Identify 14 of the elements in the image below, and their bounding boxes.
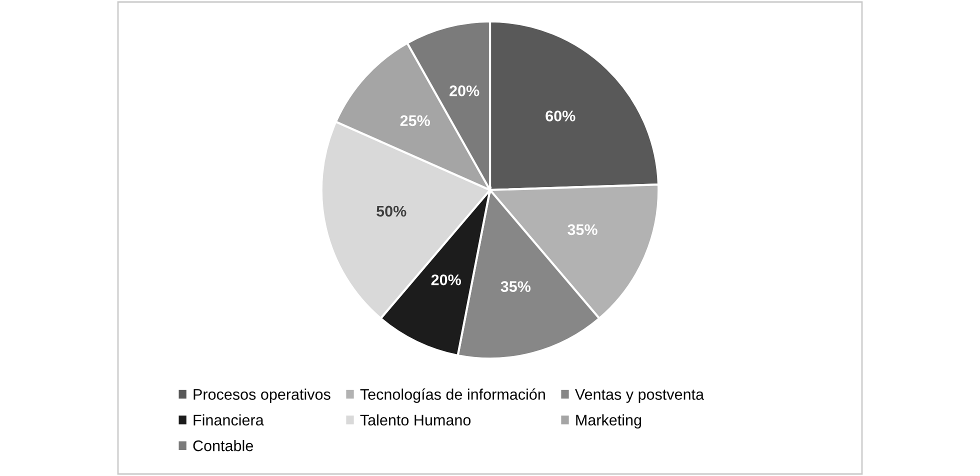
legend-label: Marketing [576, 414, 642, 429]
data-label: 25% [400, 115, 430, 126]
data-label: 20% [450, 85, 480, 96]
legend-label: Tecnologías de información [360, 388, 545, 403]
legend-label: Contable [193, 440, 253, 452]
legend-label: Procesos operativos [194, 388, 330, 403]
legend-label: Talento Humano [360, 414, 471, 426]
data-label: 35% [500, 281, 531, 292]
data-label: 60% [546, 110, 576, 122]
data-label: 20% [431, 274, 461, 286]
legend-label: Financiera [194, 414, 264, 426]
data-label: 50% [376, 206, 406, 217]
legend-label: Ventas y postventa [575, 389, 704, 403]
data-label: 35% [568, 224, 598, 236]
